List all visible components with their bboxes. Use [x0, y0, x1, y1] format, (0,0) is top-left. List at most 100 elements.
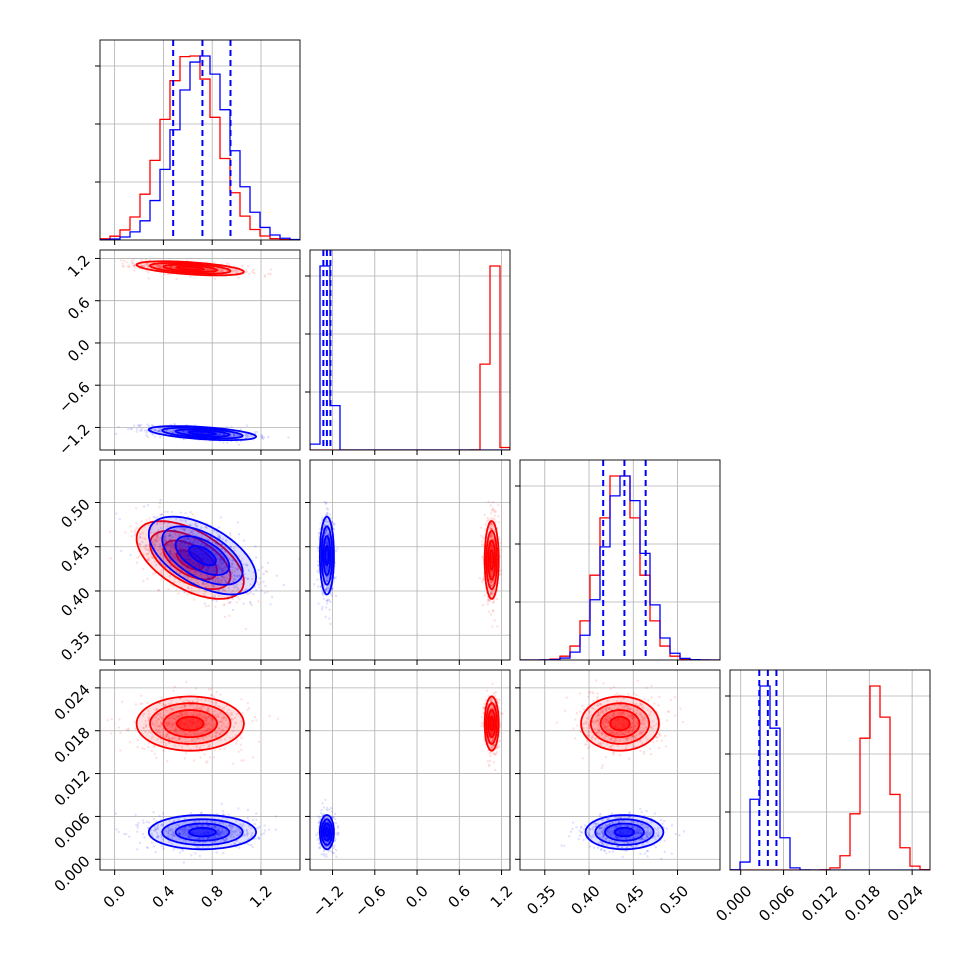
- scatter-point: [193, 540, 196, 544]
- scatter-point: [490, 581, 493, 584]
- scatter-point: [168, 265, 172, 268]
- scatter-point: [489, 534, 492, 537]
- contour-series-0: [489, 549, 495, 571]
- scatter-point: [170, 553, 173, 556]
- scatter-point: [237, 807, 240, 810]
- scatter-point: [133, 531, 136, 534]
- scatter-point: [150, 540, 154, 544]
- scatter-point: [155, 728, 159, 732]
- scatter-point: [178, 738, 182, 741]
- scatter-point: [250, 604, 253, 607]
- scatter-point: [138, 429, 142, 432]
- scatter-point: [196, 705, 199, 708]
- scatter-point: [220, 579, 223, 582]
- scatter-point: [489, 504, 492, 507]
- scatter-point: [489, 512, 493, 515]
- scatter-point: [255, 556, 258, 559]
- scatter-point: [160, 716, 163, 719]
- scatter-point: [160, 548, 163, 551]
- scatter-point: [165, 543, 169, 547]
- scatter-point: [183, 537, 187, 540]
- scatter-point: [180, 546, 183, 549]
- scatter-point: [160, 568, 163, 572]
- scatter-point: [206, 577, 209, 581]
- scatter-point: [173, 422, 176, 426]
- scatter-point: [161, 733, 165, 736]
- scatter-point: [178, 572, 182, 575]
- scatter-point: [183, 575, 186, 578]
- scatter-point: [482, 577, 485, 581]
- scatter-point: [228, 263, 231, 266]
- scatter-point: [201, 820, 205, 823]
- scatter-point: [219, 559, 222, 563]
- scatter-point: [217, 590, 221, 593]
- scatter-point: [159, 715, 162, 718]
- scatter-point: [174, 552, 178, 556]
- scatter-point: [171, 542, 174, 545]
- panel-frame: [309, 459, 511, 661]
- scatter-point: [209, 544, 212, 547]
- scatter-point: [331, 521, 334, 524]
- scatter-point: [152, 538, 156, 541]
- scatter-point: [231, 718, 234, 721]
- scatter-point: [196, 737, 200, 741]
- scatter-point: [172, 543, 175, 546]
- scatter-point: [219, 433, 222, 436]
- scatter-point: [187, 554, 190, 557]
- scatter-point: [200, 706, 203, 710]
- scatter-point: [146, 265, 150, 269]
- scatter-point: [191, 530, 194, 533]
- scatter-point: [233, 830, 237, 833]
- scatter-point: [201, 732, 204, 735]
- scatter-point: [182, 550, 185, 553]
- scatter-point: [208, 756, 211, 759]
- scatter-point: [222, 604, 225, 607]
- scatter-point: [172, 428, 175, 432]
- scatter-point: [218, 727, 221, 731]
- scatter-point: [214, 605, 217, 608]
- scatter-point: [222, 813, 225, 816]
- scatter-point: [207, 579, 211, 582]
- scatter-point: [249, 590, 253, 594]
- scatter-point: [236, 568, 239, 571]
- scatter-point: [139, 533, 142, 536]
- scatter-point: [168, 717, 172, 720]
- scatter-point: [235, 839, 239, 843]
- scatter-point: [333, 577, 336, 580]
- scatter-point: [180, 559, 183, 563]
- scatter-point: [222, 589, 225, 592]
- scatter-point: [190, 524, 193, 527]
- scatter-point: [203, 544, 207, 547]
- scatter-point: [166, 721, 169, 724]
- scatter-point: [229, 545, 232, 548]
- scatter-point: [178, 568, 182, 571]
- scatter-point: [195, 573, 198, 576]
- scatter-point: [336, 547, 339, 550]
- panel-r2-c0: 0.350.400.450.50: [57, 459, 301, 665]
- scatter-point: [322, 597, 325, 601]
- scatter-point: [199, 747, 202, 750]
- scatter-point: [184, 518, 187, 522]
- scatter-point: [158, 264, 161, 267]
- scatter-point: [168, 552, 171, 555]
- scatter-point: [260, 435, 264, 439]
- scatter-point: [236, 575, 239, 578]
- scatter-point: [223, 557, 226, 560]
- scatter-point: [216, 833, 219, 836]
- scatter-point: [231, 608, 235, 612]
- scatter-point: [207, 715, 210, 718]
- scatter-point: [184, 520, 188, 523]
- scatter-point: [246, 435, 249, 438]
- scatter-point: [205, 546, 209, 549]
- scatter-point: [183, 591, 186, 594]
- scatter-point: [492, 600, 495, 604]
- scatter-point: [207, 688, 211, 691]
- scatter-point: [249, 600, 252, 604]
- scatter-point: [138, 542, 142, 546]
- scatter-point: [158, 538, 161, 542]
- scatter-point: [125, 261, 128, 264]
- contour-series-0: [135, 260, 245, 277]
- scatter-point: [254, 545, 257, 548]
- scatter-point: [135, 561, 139, 564]
- scatter-point: [249, 827, 253, 830]
